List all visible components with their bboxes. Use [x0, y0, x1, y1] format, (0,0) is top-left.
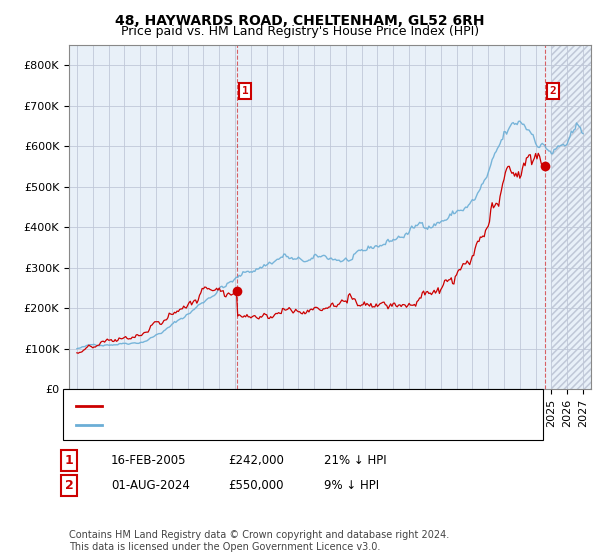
Text: 2: 2	[550, 86, 556, 96]
Bar	[551, 45, 591, 389]
Text: Contains HM Land Registry data © Crown copyright and database right 2024.
This d: Contains HM Land Registry data © Crown c…	[69, 530, 449, 552]
Text: 1: 1	[242, 86, 248, 96]
Text: 48, HAYWARDS ROAD, CHELTENHAM, GL52 6RH: 48, HAYWARDS ROAD, CHELTENHAM, GL52 6RH	[115, 14, 485, 28]
Text: Price paid vs. HM Land Registry's House Price Index (HPI): Price paid vs. HM Land Registry's House …	[121, 25, 479, 38]
Text: 2: 2	[65, 479, 73, 492]
Text: £550,000: £550,000	[228, 479, 284, 492]
Bar	[551, 45, 591, 389]
Text: 48, HAYWARDS ROAD, CHELTENHAM, GL52 6RH (detached house): 48, HAYWARDS ROAD, CHELTENHAM, GL52 6RH …	[107, 401, 475, 411]
Text: 1: 1	[65, 454, 73, 467]
Text: HPI: Average price, detached house, Cheltenham: HPI: Average price, detached house, Chel…	[107, 421, 382, 431]
Text: 9% ↓ HPI: 9% ↓ HPI	[324, 479, 379, 492]
Text: £242,000: £242,000	[228, 454, 284, 467]
Text: 01-AUG-2024: 01-AUG-2024	[111, 479, 190, 492]
Text: 21% ↓ HPI: 21% ↓ HPI	[324, 454, 386, 467]
Text: 16-FEB-2005: 16-FEB-2005	[111, 454, 187, 467]
Bar	[551, 45, 591, 389]
